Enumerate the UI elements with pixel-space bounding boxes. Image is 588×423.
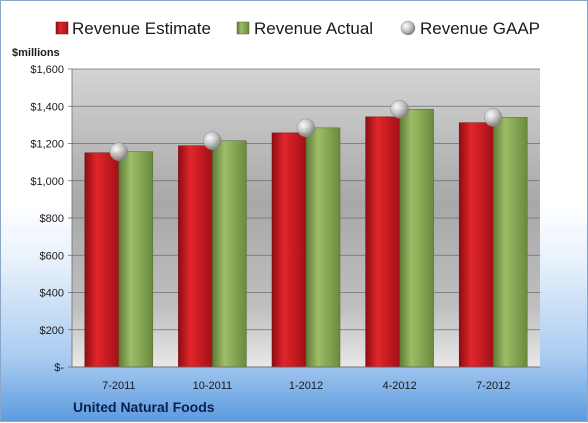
- bar-revenue-actual: [492, 117, 528, 368]
- gaap-markers: [109, 99, 503, 161]
- marker-revenue-gaap: [203, 131, 222, 150]
- legend-item-revenue-actual: Revenue Actual: [236, 19, 373, 38]
- legend-label-revenue-estimate: Revenue Estimate: [72, 19, 211, 38]
- bar-revenue-actual: [399, 108, 434, 368]
- legend: Revenue Estimate Revenue Actual Revenue …: [55, 19, 540, 38]
- bar-revenue-actual: [118, 151, 154, 368]
- legend-item-revenue-gaap: Revenue GAAP: [400, 19, 540, 38]
- bar-revenue-estimate: [178, 145, 213, 368]
- x-tick-label: 10-2011: [193, 380, 233, 392]
- marker-revenue-gaap: [109, 142, 129, 161]
- y-tick-label: $-: [54, 362, 64, 374]
- legend-swatch-revenue-actual: [236, 21, 250, 35]
- legend-swatch-revenue-estimate: [55, 21, 69, 35]
- x-tick-label: 7-2012: [476, 380, 510, 392]
- y-tick-label: $1,200: [30, 139, 64, 151]
- bar-revenue-estimate: [458, 122, 494, 368]
- y-axis: $- $200 $400 $600 $800 $1,000 $1,200 $1,400 $1,6…: [30, 64, 73, 374]
- marker-revenue-gaap: [296, 118, 316, 138]
- y-tick-label: $400: [40, 288, 64, 300]
- x-axis: 7-2011 10-2011 1-2012 4-2012 7-2012: [72, 366, 540, 392]
- company-label: United Natural Foods: [73, 399, 215, 415]
- y-tick-label: $800: [40, 213, 64, 225]
- bar-revenue-estimate: [271, 132, 307, 368]
- y-tick-label: $200: [40, 325, 64, 337]
- bar-marks: [84, 108, 528, 368]
- unit-label: $millions: [12, 47, 60, 59]
- x-tick-label: 7-2011: [102, 380, 135, 392]
- bar-revenue-actual: [305, 127, 341, 368]
- y-tick-label: $1,600: [30, 64, 64, 76]
- bar-revenue-estimate: [365, 116, 400, 368]
- bar-revenue-estimate: [84, 152, 120, 368]
- legend-label-revenue-gaap: Revenue GAAP: [420, 19, 540, 38]
- legend-item-revenue-estimate: Revenue Estimate: [55, 19, 211, 38]
- legend-label-revenue-actual: Revenue Actual: [254, 19, 373, 38]
- legend-swatch-revenue-gaap: [400, 20, 416, 36]
- marker-revenue-gaap: [483, 108, 503, 127]
- y-tick-label: $1,000: [30, 176, 64, 188]
- marker-revenue-gaap: [390, 99, 409, 119]
- y-tick-label: $600: [40, 250, 64, 262]
- x-tick-label: 1-2012: [289, 380, 323, 392]
- x-tick-label: 4-2012: [382, 380, 416, 392]
- y-tick-label: $1,400: [30, 101, 64, 113]
- bar-revenue-actual: [212, 140, 247, 368]
